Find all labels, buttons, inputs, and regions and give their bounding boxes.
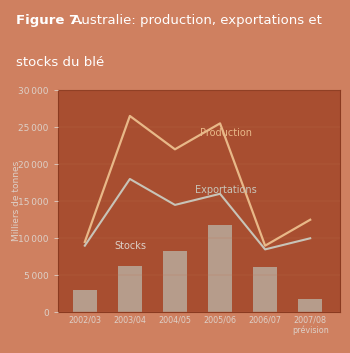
Text: Stocks: Stocks — [114, 241, 146, 251]
Bar — [73, 290, 97, 312]
Bar — [253, 267, 277, 312]
Text: stocks du blé: stocks du blé — [16, 56, 104, 68]
Bar — [163, 251, 187, 312]
Bar — [118, 267, 142, 312]
Bar — [208, 225, 232, 312]
Text: Production: Production — [200, 128, 252, 138]
Bar — [299, 299, 322, 312]
Y-axis label: Milliers de tonnes: Milliers de tonnes — [12, 161, 21, 241]
Text: Exportations: Exportations — [195, 185, 257, 195]
Text: Figure 7.: Figure 7. — [16, 14, 83, 27]
Text: Australie: production, exportations et: Australie: production, exportations et — [68, 14, 321, 27]
